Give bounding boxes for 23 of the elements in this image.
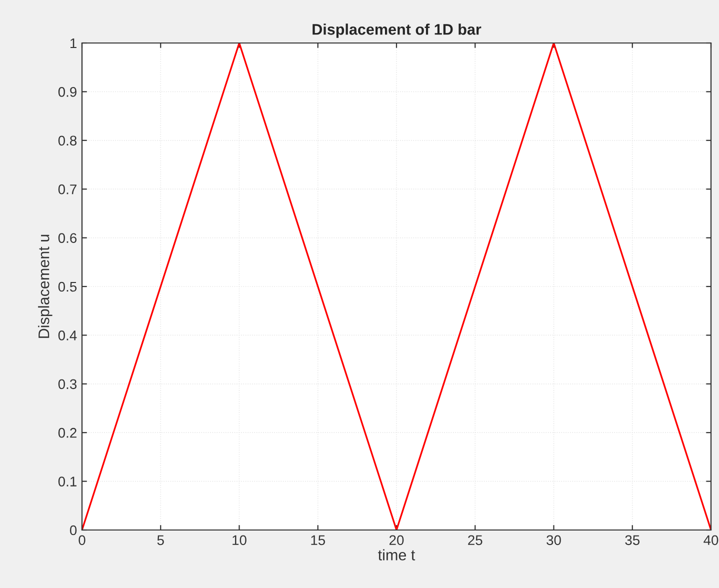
x-tick-label: 5 <box>157 535 164 546</box>
y-tick-label: 0.1 <box>58 476 76 486</box>
x-tick-label: 35 <box>625 535 640 546</box>
x-tick-label: 0 <box>78 535 86 546</box>
x-tick-label: 40 <box>704 535 718 546</box>
y-tick-label: 0.2 <box>58 428 76 438</box>
x-tick-label: 30 <box>546 535 561 546</box>
x-tick-label: 20 <box>389 535 404 546</box>
y-tick-label: 0.4 <box>58 330 77 340</box>
y-tick-label: 0.5 <box>58 282 77 292</box>
x-tick-label: 15 <box>311 535 326 546</box>
x-tick-label: 10 <box>232 535 246 546</box>
chart-title: Displacement of 1D bar <box>312 24 482 38</box>
y-tick-label: 0.8 <box>58 136 77 146</box>
x-axis-title: time t <box>378 549 416 560</box>
y-tick-label: 0.3 <box>58 379 77 390</box>
y-tick-label: 0.9 <box>58 87 76 97</box>
y-tick-label: 0.6 <box>58 233 77 243</box>
y-axis-title: Displacement u <box>38 234 52 338</box>
y-tick-label: 0 <box>70 525 77 536</box>
y-tick-label: 0.7 <box>58 184 76 194</box>
x-tick-label: 25 <box>468 535 482 546</box>
y-tick-label: 1 <box>70 38 76 48</box>
